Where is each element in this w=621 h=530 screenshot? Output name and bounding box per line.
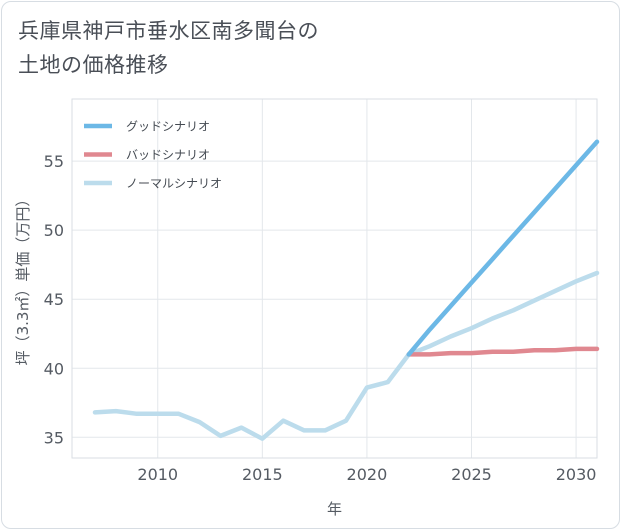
y-tick-label: 40 [44,359,64,378]
series-lines [92,139,600,441]
legend-item: バッドシナリオ [84,148,210,162]
legend-label: ノーマルシナリオ [126,177,222,191]
x-tick-label: 2030 [556,465,597,484]
y-tick-label: 55 [44,152,64,171]
legend-item: グッドシナリオ [84,120,210,134]
grid [72,99,597,458]
x-axis-title: 年 [327,500,342,518]
y-axis-title: 坪（3.3㎡）単価（万円） [14,192,32,366]
title-line-2: 土地の価格推移 [18,53,169,77]
x-tick-label: 2020 [347,465,388,484]
legend-item: ノーマルシナリオ [84,177,222,191]
page-title: 兵庫県神戸市垂水区南多聞台の 土地の価格推移 [18,14,319,82]
y-tick-label: 35 [44,428,64,447]
x-tick-label: 2025 [451,465,492,484]
y-tick-label: 45 [44,290,64,309]
y-tick-label: 50 [44,221,64,240]
series-line-1 [406,346,600,357]
title-line-1: 兵庫県神戸市垂水区南多聞台の [18,19,319,43]
legend-label: バッドシナリオ [126,148,210,162]
x-tick-label: 2015 [242,465,283,484]
plot-frame [71,98,598,459]
tick-labels: 2010 2015 2020 2025 2030 35 40 45 50 55 [44,152,597,484]
x-tick-label: 2010 [137,465,178,484]
series-line-2 [92,270,600,441]
legend-label: グッドシナリオ [126,120,210,134]
series-line-0 [406,139,600,357]
